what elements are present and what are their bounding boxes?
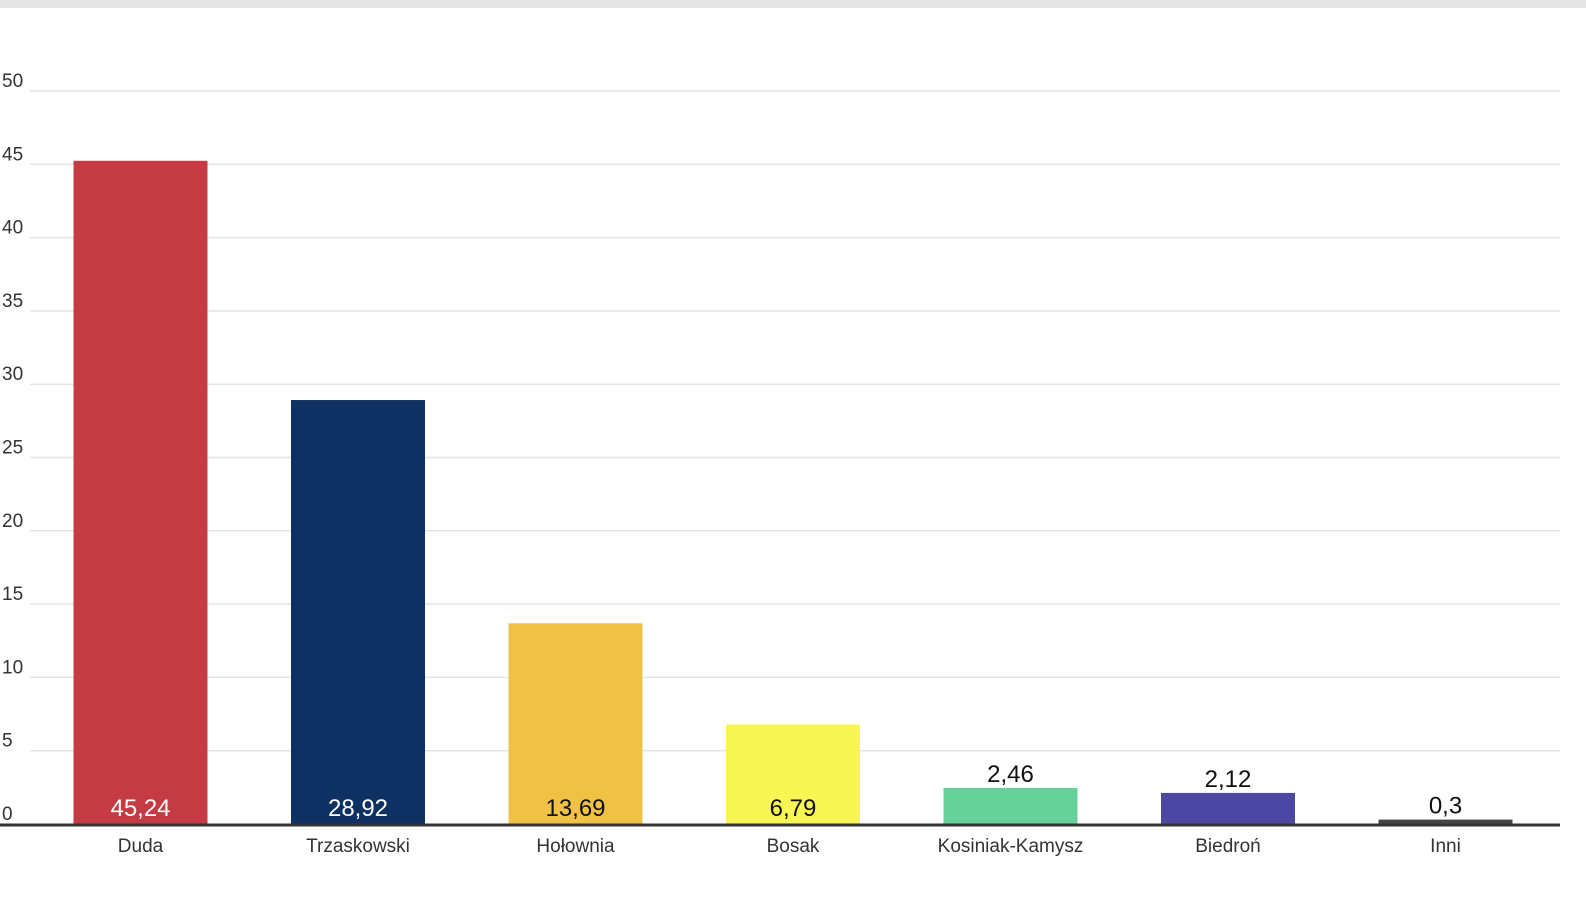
top-strip (0, 0, 1586, 8)
y-tick-label: 5 (2, 731, 13, 752)
bar-ho-ownia (508, 623, 643, 824)
value-label: 13,69 (545, 795, 605, 822)
category-label: Kosiniak-Kamysz (938, 836, 1084, 857)
y-tick-label: 15 (2, 584, 23, 605)
y-tick-label: 45 (2, 144, 23, 165)
value-label: 6,79 (770, 795, 817, 822)
y-tick-label: 50 (2, 71, 23, 92)
y-tick-label: 40 (2, 218, 23, 239)
category-label: Trzaskowski (306, 836, 410, 857)
value-label: 0,3 (1429, 793, 1462, 820)
bar-duda (73, 160, 208, 824)
value-label: 2,12 (1205, 766, 1252, 793)
bar-bosak (726, 724, 860, 824)
bar-kosiniak-kamysz (943, 787, 1078, 824)
category-label: Inni (1430, 836, 1461, 857)
value-label: 45,24 (110, 795, 170, 822)
category-label: Duda (118, 836, 164, 857)
value-label: 2,46 (987, 761, 1034, 788)
value-label: 28,92 (328, 795, 388, 822)
category-label: Bosak (767, 836, 820, 857)
bar-biedro- (1161, 792, 1295, 824)
y-tick-label: 0 (2, 804, 13, 825)
y-tick-label: 30 (2, 364, 23, 385)
y-tick-label: 10 (2, 657, 23, 678)
y-tick-label: 25 (2, 438, 23, 459)
category-label: Hołownia (536, 836, 615, 857)
y-tick-label: 35 (2, 291, 23, 312)
category-label: Biedroń (1195, 836, 1261, 857)
bar-inni (1378, 819, 1513, 824)
bar-trzaskowski (291, 400, 425, 824)
y-tick-label: 20 (2, 511, 23, 532)
